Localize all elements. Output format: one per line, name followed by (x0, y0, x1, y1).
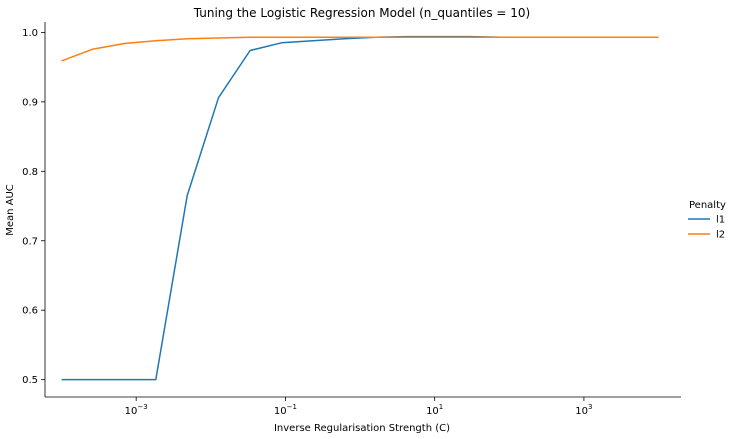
x-tick-label-exponent: 3 (588, 403, 592, 411)
y-tick-label: 0.8 (22, 167, 38, 178)
x-tick-label-base: 10 (125, 406, 138, 417)
series-line-l1 (61, 35, 659, 381)
x-tick-label: 101 (426, 403, 443, 417)
x-tick-label-base: 10 (575, 406, 588, 417)
y-tick-label: 0.6 (22, 306, 38, 317)
y-ticks: 0.5 0.6 0.7 0.8 0.9 1.0 (22, 28, 45, 386)
legend-title: Penalty (689, 200, 726, 211)
chart-title: Tuning the Logistic Regression Model (n_… (193, 6, 530, 20)
x-axis-label: Inverse Regularisation Strength (C) (274, 423, 450, 434)
series-lines (61, 35, 659, 381)
x-tick-label-base: 10 (274, 406, 287, 417)
x-tick-label-exponent: −3 (137, 403, 147, 411)
y-tick-label: 0.5 (22, 375, 38, 386)
x-tick-label-base: 10 (426, 406, 439, 417)
legend-label-l1: l1 (716, 215, 725, 226)
x-tick-label-exponent: 1 (439, 403, 443, 411)
x-tick-label: 103 (575, 403, 592, 417)
y-tick-label: 0.7 (22, 236, 38, 247)
axes (44, 22, 681, 398)
x-tick-label-exponent: −1 (287, 403, 297, 411)
x-tick-label: 10−3 (125, 403, 148, 417)
x-ticks: 10−3 10−1 101 103 (125, 397, 593, 417)
legend: Penalty l1 l2 (688, 200, 726, 241)
x-tick-label: 10−1 (274, 403, 297, 417)
legend-label-l2: l2 (716, 230, 725, 241)
y-tick-label: 0.9 (22, 97, 38, 108)
y-axis-label: Mean AUC (5, 184, 16, 236)
series-line-l2 (61, 36, 659, 62)
y-tick-label: 1.0 (22, 28, 38, 39)
